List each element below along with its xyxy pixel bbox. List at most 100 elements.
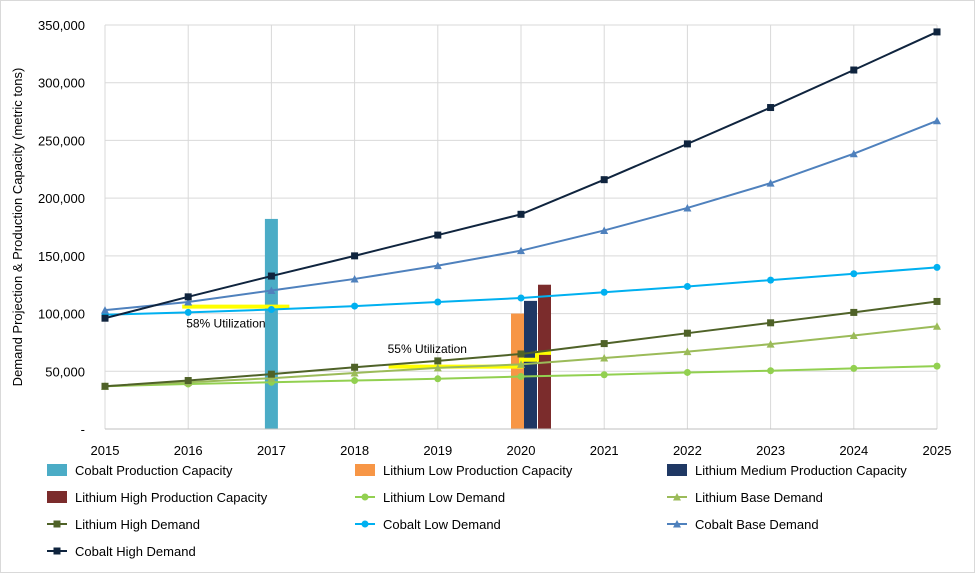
point-cobalt-high-demand[interactable] (434, 231, 442, 239)
point-cobalt-base-demand[interactable] (101, 306, 109, 314)
point-lithium-high-demand[interactable] (267, 370, 275, 378)
x-tick-label: 2017 (257, 443, 286, 458)
legend-label: Lithium Low Production Capacity (383, 463, 573, 478)
series-cobalt-base-demand (101, 116, 941, 314)
legend-item-cobalt-base-demand[interactable]: Cobalt Base Demand (667, 517, 819, 532)
legend-label: Lithium High Demand (75, 517, 200, 532)
legend-item-cobalt-low-demand[interactable]: Cobalt Low Demand (355, 517, 501, 532)
x-tick-label: 2023 (756, 443, 785, 458)
point-lithium-high-demand[interactable] (184, 377, 192, 385)
y-tick-label: 100,000 (38, 307, 85, 322)
point-cobalt-high-demand[interactable] (683, 140, 691, 148)
bar-lithium-high-production-capacity[interactable] (538, 284, 551, 429)
point-cobalt-low-demand[interactable] (517, 294, 525, 302)
point-lithium-low-demand[interactable] (517, 372, 525, 380)
y-tick-label: - (81, 422, 85, 437)
point-cobalt-low-demand[interactable] (933, 263, 941, 271)
point-cobalt-high-demand[interactable] (351, 252, 359, 260)
point-lithium-low-demand[interactable] (933, 362, 941, 370)
point-cobalt-base-demand[interactable] (517, 246, 525, 255)
point-lithium-base-demand[interactable] (933, 322, 941, 330)
point-cobalt-low-demand[interactable] (434, 298, 442, 306)
point-lithium-low-demand[interactable] (767, 367, 775, 375)
x-tick-label: 2024 (839, 443, 868, 458)
legend-marker[interactable] (53, 520, 61, 528)
point-cobalt-base-demand[interactable] (600, 226, 609, 234)
point-lithium-base-demand[interactable] (849, 331, 858, 340)
legend-marker[interactable] (361, 520, 369, 528)
legend-marker[interactable] (361, 493, 369, 501)
point-lithium-high-demand[interactable] (850, 308, 858, 316)
point-cobalt-high-demand[interactable] (517, 210, 525, 218)
point-lithium-low-demand[interactable] (434, 375, 442, 383)
y-tick-label: 50,000 (45, 364, 85, 379)
point-cobalt-base-demand[interactable] (267, 286, 276, 294)
point-lithium-high-demand[interactable] (101, 382, 109, 390)
point-cobalt-base-demand[interactable] (683, 203, 692, 212)
point-lithium-high-demand[interactable] (434, 357, 442, 365)
point-lithium-low-demand[interactable] (351, 377, 359, 385)
legend-item-lithium-low-production-capacity[interactable]: Lithium Low Production Capacity (355, 463, 573, 478)
legend-item-lithium-medium-production-capacity[interactable]: Lithium Medium Production Capacity (667, 463, 907, 478)
legend-item-cobalt-high-demand[interactable]: Cobalt High Demand (47, 544, 196, 559)
point-cobalt-high-demand[interactable] (933, 28, 941, 36)
point-cobalt-base-demand[interactable] (933, 116, 941, 125)
point-lithium-base-demand[interactable] (433, 363, 442, 372)
point-lithium-base-demand[interactable] (350, 369, 359, 377)
bar-cobalt-production-capacity[interactable] (264, 218, 278, 429)
point-cobalt-high-demand[interactable] (101, 314, 109, 322)
point-lithium-base-demand[interactable] (267, 374, 276, 382)
point-cobalt-low-demand[interactable] (683, 282, 691, 290)
point-lithium-low-demand[interactable] (850, 364, 858, 372)
point-cobalt-base-demand[interactable] (849, 149, 858, 158)
point-lithium-base-demand[interactable] (683, 347, 692, 356)
bar-lithium-medium-production-capacity[interactable] (524, 300, 537, 429)
y-tick-label: 250,000 (38, 133, 85, 148)
point-cobalt-base-demand[interactable] (766, 179, 775, 187)
legend-item-lithium-high-demand[interactable]: Lithium High Demand (47, 517, 200, 532)
point-cobalt-low-demand[interactable] (184, 308, 192, 316)
point-cobalt-high-demand[interactable] (767, 104, 775, 112)
point-cobalt-high-demand[interactable] (600, 176, 608, 184)
series-lithium-high-demand (101, 297, 941, 390)
point-lithium-low-demand[interactable] (683, 368, 691, 376)
legend-marker[interactable] (53, 547, 61, 555)
point-cobalt-low-demand[interactable] (767, 276, 775, 284)
point-lithium-high-demand[interactable] (517, 350, 525, 358)
point-cobalt-low-demand[interactable] (267, 306, 275, 314)
point-lithium-low-demand[interactable] (600, 371, 608, 379)
point-lithium-high-demand[interactable] (600, 340, 608, 348)
point-cobalt-high-demand[interactable] (850, 66, 858, 74)
point-lithium-high-demand[interactable] (351, 363, 359, 371)
point-cobalt-low-demand[interactable] (351, 302, 359, 310)
point-lithium-base-demand[interactable] (766, 340, 775, 348)
point-lithium-high-demand[interactable] (767, 319, 775, 327)
legend-label: Lithium High Production Capacity (75, 490, 268, 505)
point-cobalt-low-demand[interactable] (850, 270, 858, 278)
point-cobalt-base-demand[interactable] (184, 298, 193, 306)
legend[interactable]: Cobalt Production Capacity Lithium Low Pr… (47, 463, 907, 559)
point-lithium-high-demand[interactable] (683, 329, 691, 337)
legend-marker[interactable] (673, 520, 681, 528)
legend-item-lithium-high-production-capacity[interactable]: Lithium High Production Capacity (47, 490, 268, 505)
point-cobalt-base-demand[interactable] (350, 274, 359, 283)
legend-swatch (47, 491, 67, 503)
legend-item-cobalt-production-capacity[interactable]: Cobalt Production Capacity (47, 463, 233, 478)
annotation-58-utilization: 58% Utilization (186, 317, 265, 331)
legend-marker[interactable] (673, 493, 681, 501)
point-lithium-high-demand[interactable] (933, 297, 941, 305)
x-tick-label: 2020 (507, 443, 536, 458)
point-cobalt-low-demand[interactable] (600, 288, 608, 296)
point-cobalt-high-demand[interactable] (184, 293, 192, 301)
legend-label: Lithium Low Demand (383, 490, 505, 505)
point-lithium-base-demand[interactable] (517, 360, 525, 368)
point-cobalt-base-demand[interactable] (433, 261, 442, 270)
legend-label: Cobalt Production Capacity (75, 463, 233, 478)
point-lithium-base-demand[interactable] (600, 354, 609, 362)
legend-item-lithium-low-demand[interactable]: Lithium Low Demand (355, 490, 505, 505)
annotation-55-utilization: 55% Utilization (388, 342, 467, 356)
point-cobalt-high-demand[interactable] (267, 272, 275, 280)
bar-lithium-low-production-capacity[interactable] (511, 313, 524, 429)
legend-item-lithium-base-demand[interactable]: Lithium Base Demand (667, 490, 823, 505)
